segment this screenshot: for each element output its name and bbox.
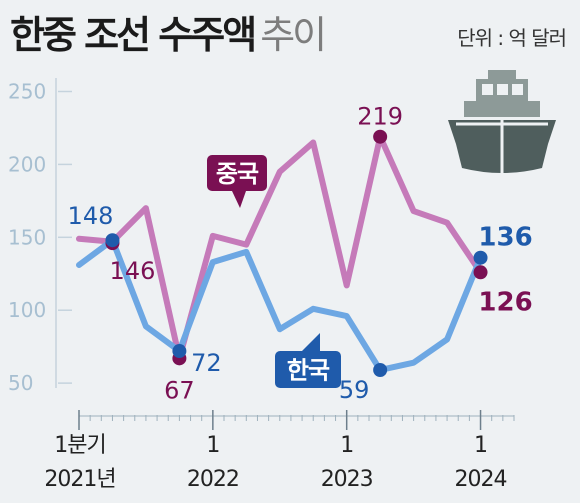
chart-title-sub: 추이 [260, 13, 327, 57]
callout-label-korea: 한국 [287, 357, 330, 385]
series-markers: 146 67 219 126 148 72 59 136 [68, 103, 533, 405]
x-tick-label: 1분기 [54, 433, 105, 458]
unit-label: 단위 : 억 달러 [457, 26, 567, 50]
data-label-korea: 59 [339, 376, 370, 404]
y-axis: 50 100 150 200 250 [8, 78, 72, 395]
y-tick-label: 150 [8, 225, 46, 249]
ship-icon [448, 70, 556, 176]
y-tick-label: 100 [8, 298, 46, 322]
callout-tail-china [232, 191, 246, 208]
callout-label-china: 중국 [216, 160, 259, 188]
series-line-korea [76, 237, 484, 373]
data-label-china: 126 [478, 287, 532, 317]
series-line-china [76, 133, 484, 362]
data-label-korea: 148 [68, 202, 114, 230]
data-label-china: 146 [110, 257, 156, 285]
data-label-korea: 136 [478, 223, 532, 253]
data-marker-china [473, 265, 488, 280]
x-tick-label: 1 [474, 433, 487, 458]
x-tick-label: 2022 [187, 467, 239, 492]
y-tick-label: 250 [8, 79, 46, 103]
data-marker-china [373, 129, 388, 144]
series-lines [76, 133, 484, 373]
x-tick-label: 1 [206, 433, 219, 458]
x-tick-label: 2023 [321, 467, 373, 492]
data-label-china: 67 [164, 376, 195, 404]
callout-box-korea [275, 351, 341, 388]
data-marker-korea [373, 363, 388, 378]
data-marker-korea [105, 233, 120, 248]
callout-box-china [207, 155, 267, 191]
x-tick-label: 2024 [455, 467, 507, 492]
y-tick-label: 50 [8, 371, 33, 395]
x-axis: 1분기 2021년 1 2022 1 2023 1 2024 [44, 410, 515, 492]
data-label-korea: 72 [191, 349, 222, 377]
data-marker-korea [473, 250, 488, 265]
callout-tail-korea [302, 333, 320, 351]
chart-title-main: 한중 조선 수주액 [10, 13, 257, 57]
data-marker-korea [172, 344, 187, 359]
y-tick-label: 200 [8, 152, 46, 176]
x-tick-label: 1 [340, 433, 353, 458]
x-tick-label: 2021년 [44, 467, 115, 492]
chart-title: 한중 조선 수주액 추이 [10, 4, 327, 59]
data-label-china: 219 [357, 103, 403, 131]
